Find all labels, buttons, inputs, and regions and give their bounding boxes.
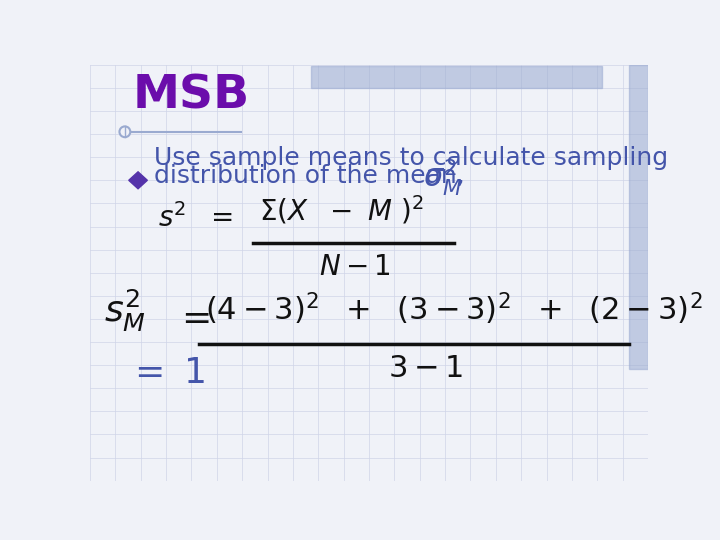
- Text: $s^2\ \ =$: $s^2\ \ =$: [158, 202, 233, 233]
- Text: distribution of the mean,: distribution of the mean,: [153, 164, 464, 188]
- Text: MSB: MSB: [132, 73, 250, 119]
- Circle shape: [120, 126, 130, 137]
- Text: $(4-3)^2\ \ +\ \ (3-3)^2\ \ +\ \ (2-3)^2$: $(4-3)^2\ \ +\ \ (3-3)^2\ \ +\ \ (2-3)^2…: [204, 290, 702, 327]
- Text: $\sigma_M^2$: $\sigma_M^2$: [423, 157, 462, 198]
- Text: $3-1$: $3-1$: [388, 354, 464, 382]
- Polygon shape: [129, 172, 148, 189]
- Text: $=$: $=$: [174, 300, 210, 334]
- Text: Use sample means to calculate sampling: Use sample means to calculate sampling: [153, 146, 667, 170]
- Text: $s_M^2$: $s_M^2$: [104, 288, 146, 334]
- Bar: [311, 66, 601, 88]
- Text: $\Sigma(X\ \ -\ M\ )^2$: $\Sigma(X\ \ -\ M\ )^2$: [259, 194, 424, 226]
- Text: $N-1$: $N-1$: [319, 253, 390, 281]
- Bar: [629, 65, 648, 369]
- Text: $=\ 1$: $=\ 1$: [127, 356, 205, 390]
